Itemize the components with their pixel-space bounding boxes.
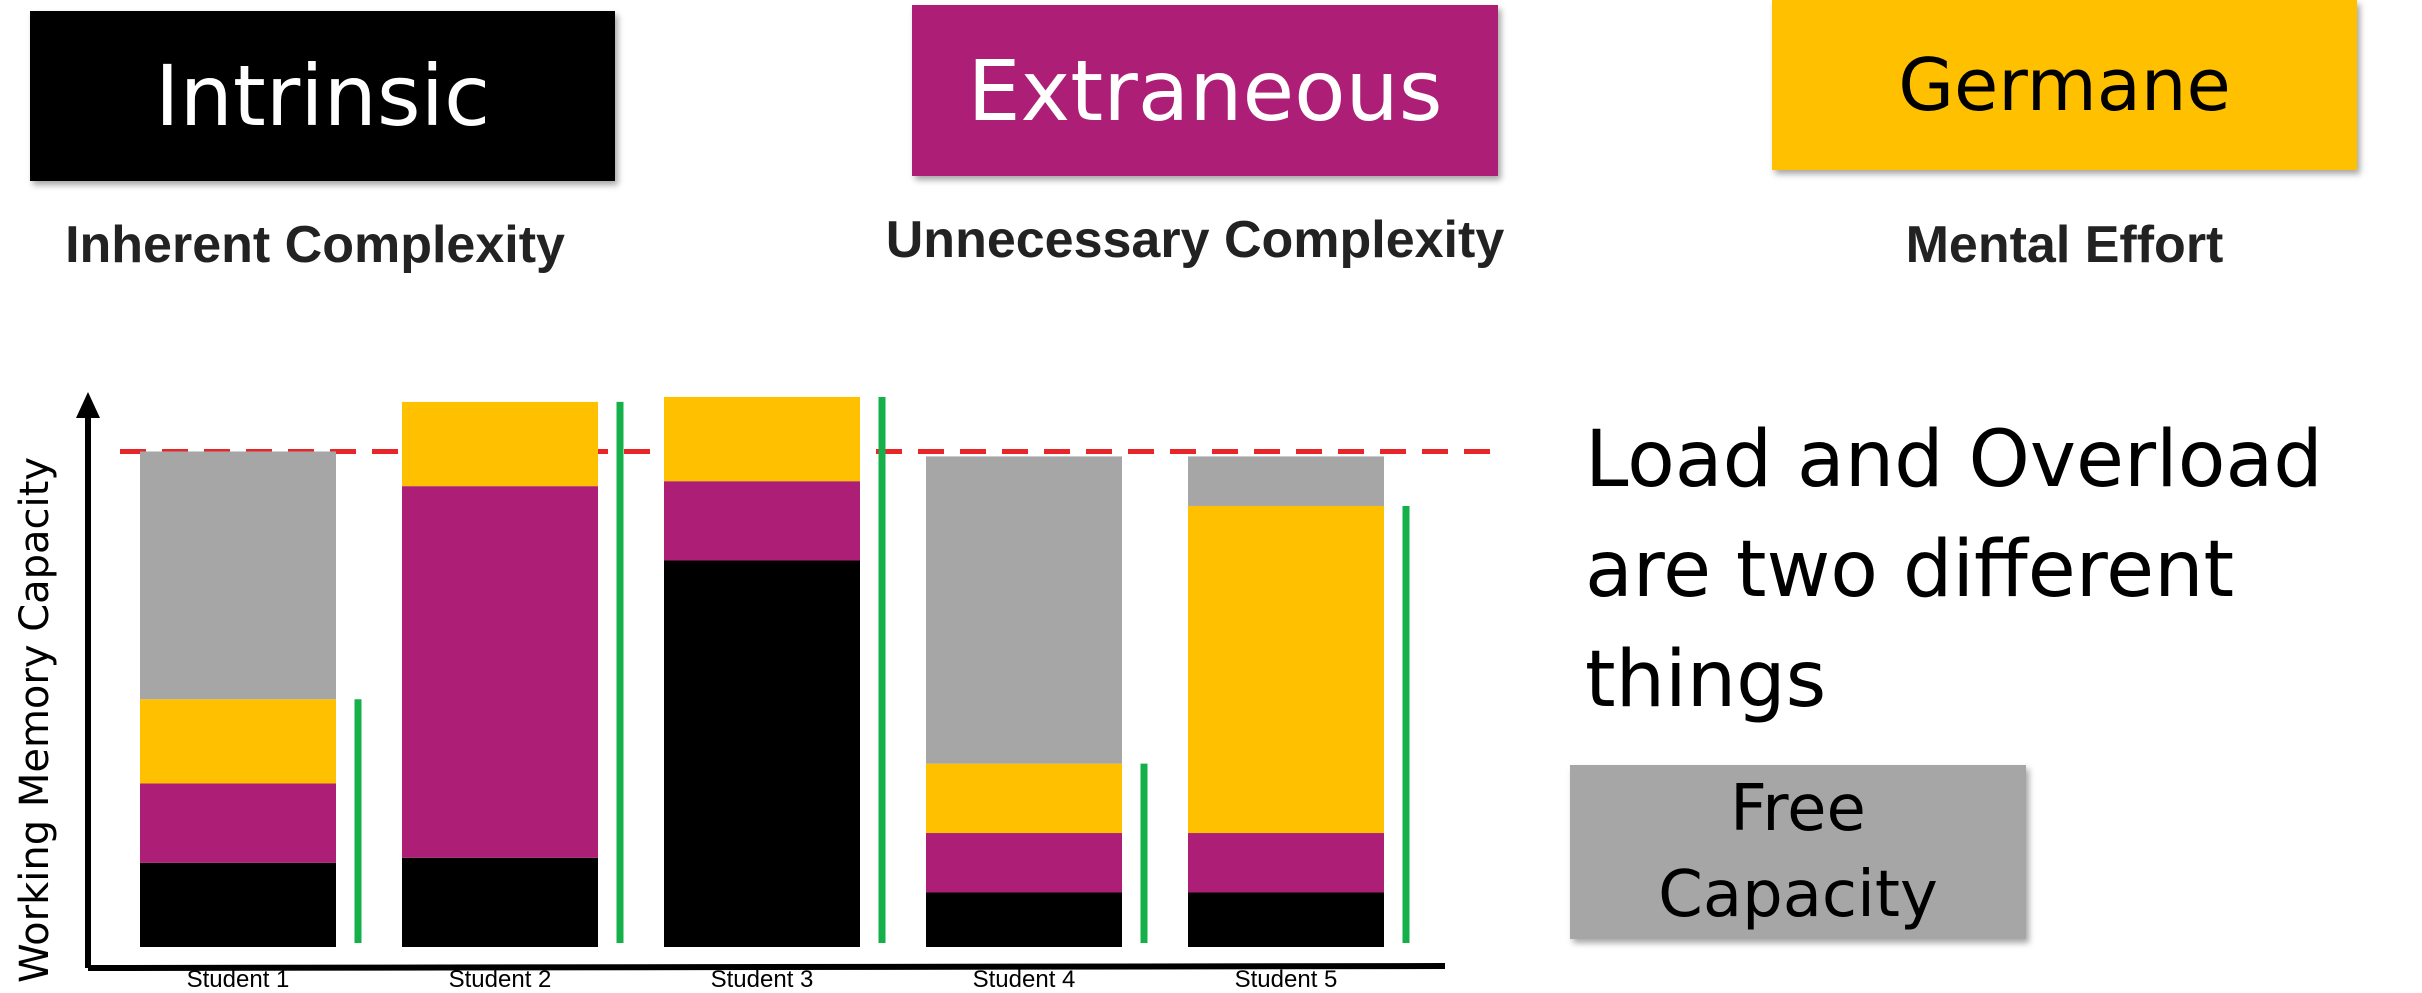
bar-segment-intrinsic-student-1 xyxy=(140,862,336,947)
x-tick-label-student-2: Student 2 xyxy=(449,966,552,993)
intrinsic-legend-box: Intrinsic xyxy=(30,11,615,181)
bar-segment-intrinsic-student-4 xyxy=(926,892,1122,947)
bar-segment-free-capacity-student-1 xyxy=(140,451,336,700)
x-tick-label-student-4: Student 4 xyxy=(973,966,1076,993)
free-capacity-legend-box: Free Capacity xyxy=(1570,765,2026,939)
intrinsic-caption: Inherent Complexity xyxy=(65,216,565,274)
bar-segment-extraneous-student-4 xyxy=(926,833,1122,893)
free-capacity-label-line1: Free xyxy=(1730,771,1866,846)
bar-segment-extraneous-student-3 xyxy=(664,481,860,561)
extraneous-legend-box: Extraneous xyxy=(912,5,1498,176)
germane-legend-box: Germane xyxy=(1772,0,2357,170)
x-tick-label-student-5: Student 5 xyxy=(1235,966,1338,993)
extraneous-label: Extraneous xyxy=(967,41,1443,140)
bar-segment-germane-student-4 xyxy=(926,763,1122,834)
headline: Load and Overload are two different thin… xyxy=(1585,415,2323,725)
bar-segment-free-capacity-student-5 xyxy=(1188,456,1384,506)
bar-segment-germane-student-2 xyxy=(402,401,598,487)
germane-label: Germane xyxy=(1898,43,2231,127)
intrinsic-label: Intrinsic xyxy=(154,47,491,145)
x-tick-label-student-3: Student 3 xyxy=(711,966,814,993)
x-axis-line xyxy=(87,963,1446,971)
bar-segment-intrinsic-student-3 xyxy=(664,560,860,947)
bar-segment-intrinsic-student-2 xyxy=(402,857,598,947)
bar-segment-intrinsic-student-5 xyxy=(1188,892,1384,947)
free-capacity-label-line2: Capacity xyxy=(1658,858,1938,932)
bar-segment-free-capacity-student-4 xyxy=(926,456,1122,764)
extraneous-caption: Unnecessary Complexity xyxy=(885,211,1505,269)
y-axis-label: Working Memory Capacity xyxy=(12,457,58,983)
y-axis-arrow-icon xyxy=(76,392,100,418)
bar-segment-extraneous-student-1 xyxy=(140,783,336,863)
bar-segment-extraneous-student-5 xyxy=(1188,833,1384,893)
bar-segment-germane-student-3 xyxy=(664,396,860,482)
bar-segment-germane-student-1 xyxy=(140,699,336,784)
bar-segment-extraneous-student-2 xyxy=(402,486,598,858)
bar-segment-germane-student-5 xyxy=(1188,505,1384,834)
germane-caption: Mental Effort xyxy=(1905,216,2224,274)
